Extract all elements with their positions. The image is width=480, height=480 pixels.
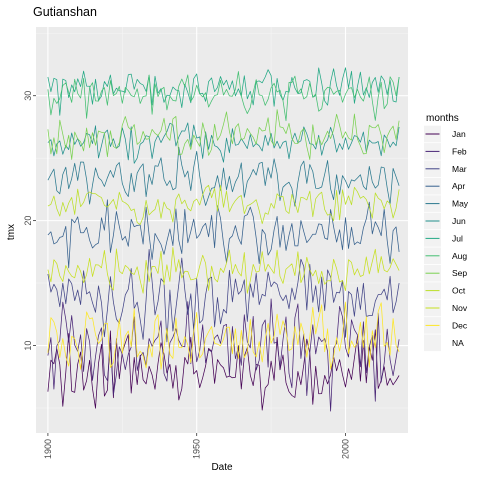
- series-line-mar: [47, 249, 400, 343]
- legend-label-feb: Feb: [452, 146, 467, 156]
- legend-label-oct: Oct: [452, 286, 466, 296]
- legend-label-mar: Mar: [452, 164, 467, 174]
- legend-key-na: [424, 334, 441, 352]
- legend-label-sep: Sep: [452, 268, 467, 278]
- series-line-jun: [47, 122, 400, 164]
- series-line-apr: [47, 199, 400, 269]
- series-line-dec: [47, 301, 400, 370]
- series-line-jan: [47, 329, 400, 411]
- series-line-oct: [47, 184, 400, 225]
- legend-label-jun: Jun: [452, 216, 466, 226]
- legend-label-nov: Nov: [452, 303, 468, 313]
- legend-label-dec: Dec: [452, 320, 468, 330]
- legend-label-na: NA: [452, 338, 464, 348]
- legend: months Jan Feb Mar Apr May Jun Jul Aug Sep Oct Nov…: [424, 113, 469, 352]
- legend-items: Jan Feb Mar Apr May Jun Jul Aug Sep Oct Nov Dec NA: [424, 125, 469, 352]
- legend-label-jul: Jul: [452, 233, 463, 243]
- y-tick-label: 10: [23, 341, 33, 351]
- legend-title: months: [426, 113, 459, 124]
- x-tick-label: 1950: [192, 439, 202, 459]
- y-tick-label: 30: [23, 91, 33, 101]
- series-line-aug: [47, 71, 400, 122]
- legend-label-aug: Aug: [452, 251, 467, 261]
- x-axis-title: Date: [211, 462, 233, 473]
- legend-label-may: May: [452, 199, 469, 209]
- series-line-may: [47, 146, 400, 207]
- series-line-jul: [47, 67, 400, 116]
- y-axis-title: tmx: [6, 224, 17, 240]
- x-tick-label: 1900: [43, 439, 53, 459]
- y-axis-ticks: 10 20 30: [23, 91, 36, 351]
- x-tick-label: 2000: [341, 439, 351, 459]
- series-line-sep: [47, 109, 400, 160]
- series-lines: [47, 67, 400, 412]
- x-axis-ticks: 1900 1950 2000: [43, 433, 351, 459]
- y-tick-label: 20: [23, 216, 33, 226]
- series-line-nov: [47, 247, 400, 294]
- legend-label-apr: Apr: [452, 181, 465, 191]
- series-line-feb: [47, 298, 400, 412]
- legend-label-jan: Jan: [452, 129, 466, 139]
- chart-title: Gutianshan: [33, 5, 97, 19]
